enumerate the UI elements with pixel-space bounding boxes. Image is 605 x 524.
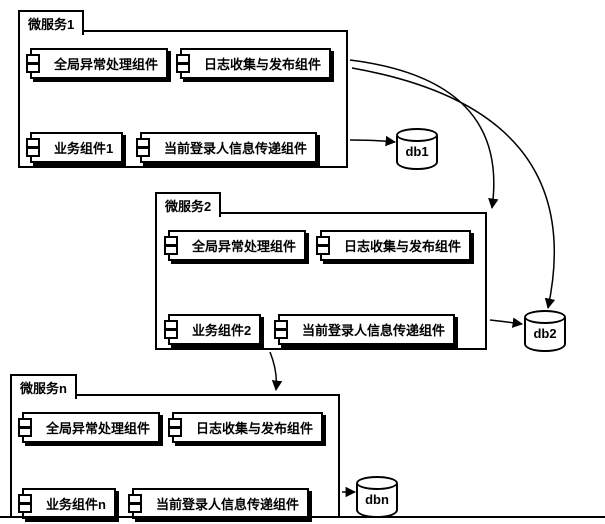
component-global-exception-handler: 全局异常处理组件 (30, 48, 168, 79)
component-current-user-info-pass: 当前登录人信息传递组件 (278, 314, 455, 345)
component-current-user-info-pass: 当前登录人信息传递组件 (132, 488, 309, 519)
component-log-collect-publish: 日志收集与发布组件 (320, 230, 471, 261)
package-tab: 微服务2 (155, 192, 221, 217)
component-current-user-info-pass: 当前登录人信息传递组件 (140, 132, 317, 163)
db-label: db1 (396, 144, 438, 159)
component-business-2: 业务组件2 (168, 314, 261, 345)
edge-pkg1-db1 (350, 140, 395, 142)
edge-pkg2-db2 (490, 320, 522, 324)
component-log-collect-publish: 日志收集与发布组件 (172, 412, 323, 443)
component-global-exception-handler: 全局异常处理组件 (168, 230, 306, 261)
db-label: dbn (356, 492, 398, 507)
package-tab: 微服务n (10, 374, 77, 399)
component-business-1: 业务组件1 (30, 132, 123, 163)
baseline-rule (0, 516, 605, 518)
edge-pkg2-pkgn (270, 352, 276, 390)
db-label: db2 (524, 326, 566, 341)
database-db2: db2 (524, 310, 566, 358)
database-db1: db1 (396, 128, 438, 176)
package-tab: 微服务1 (18, 10, 84, 35)
component-global-exception-handler: 全局异常处理组件 (22, 412, 160, 443)
component-business-n: 业务组件n (22, 488, 116, 519)
component-log-collect-publish: 日志收集与发布组件 (180, 48, 331, 79)
